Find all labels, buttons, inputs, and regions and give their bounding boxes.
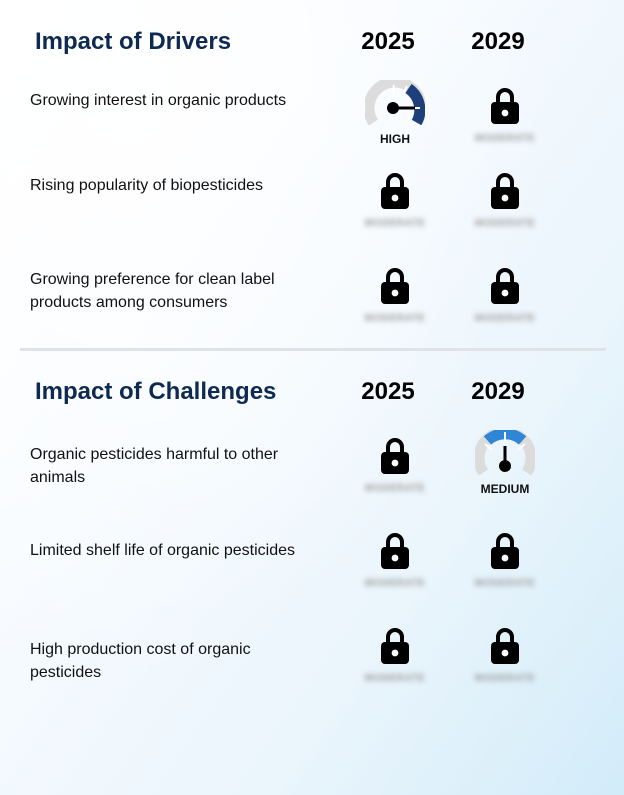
gauge-high-icon <box>365 80 425 126</box>
driver-1-2025-cell: MODERATE <box>350 172 440 252</box>
challenge-0-2029-level: MEDIUM <box>480 482 530 496</box>
challenge-2-2025-cell: MODERATE <box>350 627 440 707</box>
driver-1-2029-cell: MODERATE <box>460 172 550 252</box>
challenge-row-label: Organic pesticides harmful to other anim… <box>30 446 279 486</box>
challenge-1-2029-cell: MODERATE <box>460 532 550 612</box>
lock-icon <box>381 268 409 304</box>
challenge-row-label: High production cost of organic pesticid… <box>30 641 251 681</box>
lock-icon <box>491 268 519 304</box>
challenges-year-2025: 2025 <box>361 378 415 405</box>
driver-0-2025-cell: HIGH <box>350 80 440 160</box>
driver-2-2029-hidden: MODERATE <box>474 313 536 324</box>
lock-icon <box>491 88 519 124</box>
driver-2-2025-hidden: MODERATE <box>364 313 426 324</box>
driver-0-2029-hidden: MODERATE <box>474 133 536 144</box>
driver-row-label: Rising popularity of biopesticides <box>30 177 264 194</box>
lock-icon <box>491 628 519 664</box>
challenge-1-2025-cell: MODERATE <box>350 532 440 612</box>
driver-2-2025-cell: MODERATE <box>350 267 440 347</box>
challenge-2-2029-hidden: MODERATE <box>474 673 536 684</box>
challenge-0-2029-cell: MEDIUM <box>460 430 550 510</box>
driver-2-2029-cell: MODERATE <box>460 267 550 347</box>
lock-icon <box>491 173 519 209</box>
challenge-2-2025-hidden: MODERATE <box>364 673 426 684</box>
driver-0-2025-level: HIGH <box>380 132 410 146</box>
driver-row-label: Growing preference for clean label produ… <box>30 271 275 311</box>
challenges-title: Impact of Challenges <box>35 378 277 405</box>
lock-icon <box>381 628 409 664</box>
challenges-year-2029: 2029 <box>471 378 525 405</box>
challenge-1-2025-hidden: MODERATE <box>364 578 426 589</box>
driver-row-label: Growing interest in organic products <box>30 92 287 109</box>
section-divider <box>20 348 606 351</box>
driver-1-2025-hidden: MODERATE <box>364 218 426 229</box>
drivers-title: Impact of Drivers <box>35 28 232 55</box>
gauge-medium-icon <box>475 430 535 476</box>
lock-icon <box>381 438 409 474</box>
challenge-0-2025-cell: MODERATE <box>350 437 440 517</box>
challenge-row-label: Limited shelf life of organic pesticides <box>30 542 296 559</box>
drivers-year-2029: 2029 <box>471 28 525 55</box>
driver-0-2029-cell: MODERATE <box>460 87 550 167</box>
challenge-2-2029-cell: MODERATE <box>460 627 550 707</box>
drivers-year-2025: 2025 <box>361 28 415 55</box>
challenge-0-2025-hidden: MODERATE <box>364 483 426 494</box>
lock-icon <box>381 533 409 569</box>
lock-icon <box>491 533 519 569</box>
challenge-1-2029-hidden: MODERATE <box>474 578 536 589</box>
lock-icon <box>381 173 409 209</box>
driver-1-2029-hidden: MODERATE <box>474 218 536 229</box>
